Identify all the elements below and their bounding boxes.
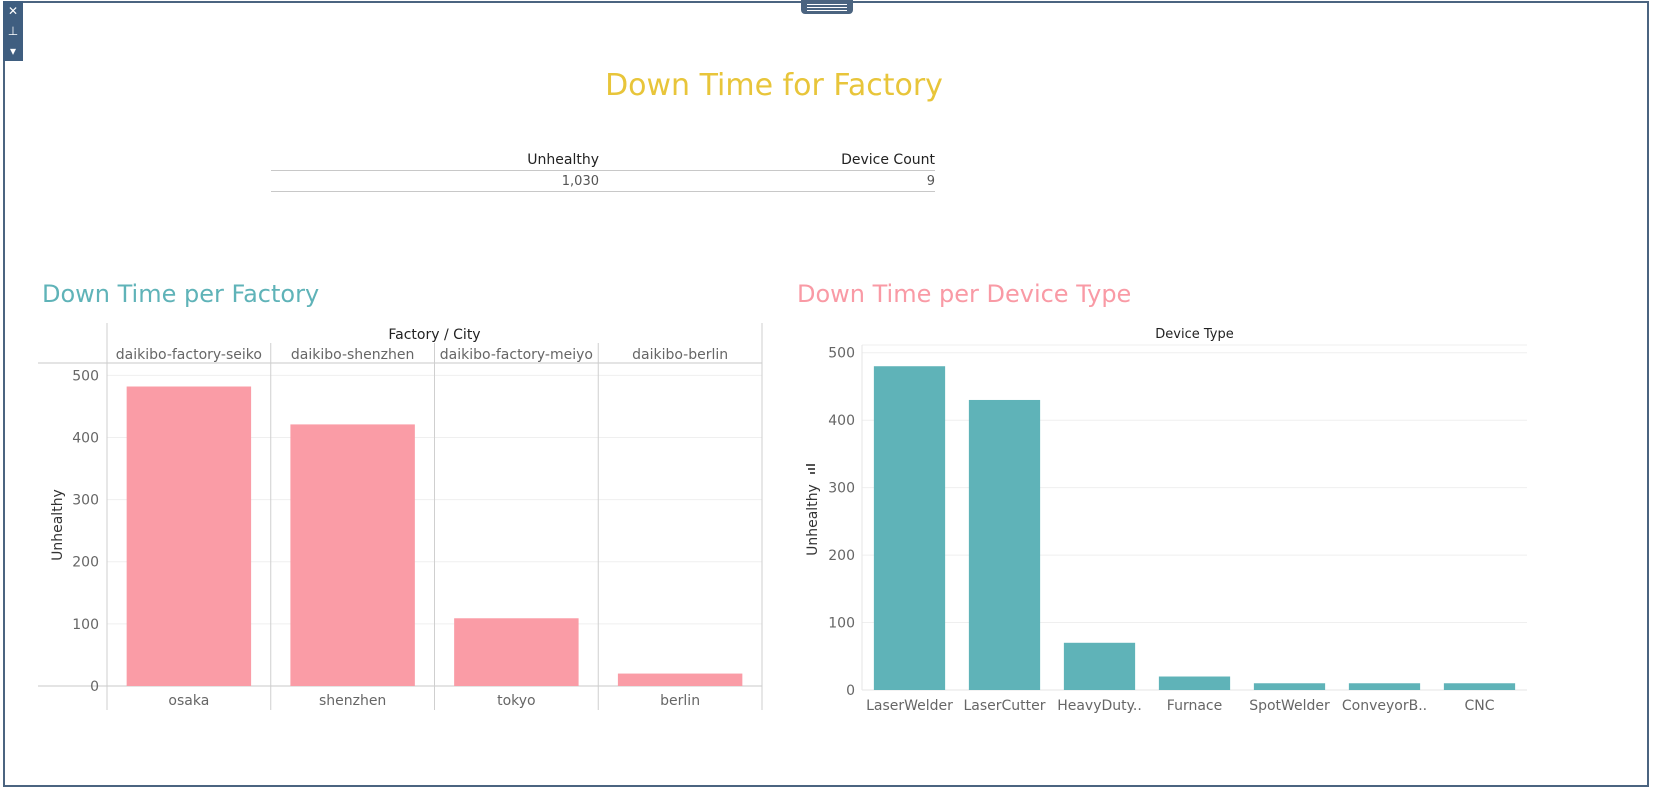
chevron-down-icon[interactable]: ▾ bbox=[9, 44, 17, 58]
factory-y-tick-label: 0 bbox=[90, 679, 99, 695]
factory-bar-berlin bbox=[617, 673, 743, 686]
dashboard-title: Down Time for Factory bbox=[605, 68, 943, 103]
summary-table: Unhealthy Device Count 1,030 9 bbox=[271, 150, 935, 192]
summary-header-unhealthy: Unhealthy bbox=[527, 152, 599, 168]
factory-chart-title: Down Time per Factory bbox=[42, 280, 320, 308]
summary-header-device-count: Device Count bbox=[841, 152, 935, 168]
factory-y-tick-label: 200 bbox=[72, 555, 99, 571]
summary-value-row: 1,030 9 bbox=[271, 171, 935, 192]
factory-bar-shenzhen bbox=[290, 424, 415, 686]
factory-y-tick-label: 400 bbox=[72, 430, 99, 446]
pin-icon[interactable]: ⊥ bbox=[7, 24, 19, 38]
summary-value-unhealthy: 1,030 bbox=[561, 173, 599, 189]
factory-y-tick-label: 300 bbox=[72, 493, 99, 509]
factory-y-axis-label: Unhealthy bbox=[50, 489, 66, 561]
floating-toolbar: ✕ ⊥ ▾ bbox=[3, 1, 23, 61]
factory-bar-tokyo bbox=[454, 618, 579, 686]
factory-city-label: berlin bbox=[660, 693, 700, 709]
summary-value-device-count: 9 bbox=[926, 173, 935, 189]
factory-y-tick-label: 100 bbox=[72, 617, 99, 633]
factory-name-label: daikibo-factory-seiko bbox=[116, 347, 262, 363]
factory-name-label: daikibo-shenzhen bbox=[291, 347, 414, 363]
factory-city-label: osaka bbox=[168, 693, 209, 709]
factory-city-label: tokyo bbox=[497, 693, 536, 709]
factory-bar-osaka bbox=[126, 386, 252, 686]
close-icon[interactable]: ✕ bbox=[7, 4, 19, 18]
factory-name-label: daikibo-factory-meiyo bbox=[440, 347, 593, 363]
factory-y-tick-label: 500 bbox=[72, 368, 99, 384]
factory-city-label: shenzhen bbox=[319, 693, 386, 709]
drag-handle[interactable] bbox=[801, 0, 853, 14]
device-chart-title: Down Time per Device Type bbox=[797, 280, 1132, 308]
summary-header-row: Unhealthy Device Count bbox=[271, 150, 935, 171]
factory-name-label: daikibo-berlin bbox=[632, 347, 728, 363]
factory-x-header: Factory / City bbox=[388, 327, 480, 343]
